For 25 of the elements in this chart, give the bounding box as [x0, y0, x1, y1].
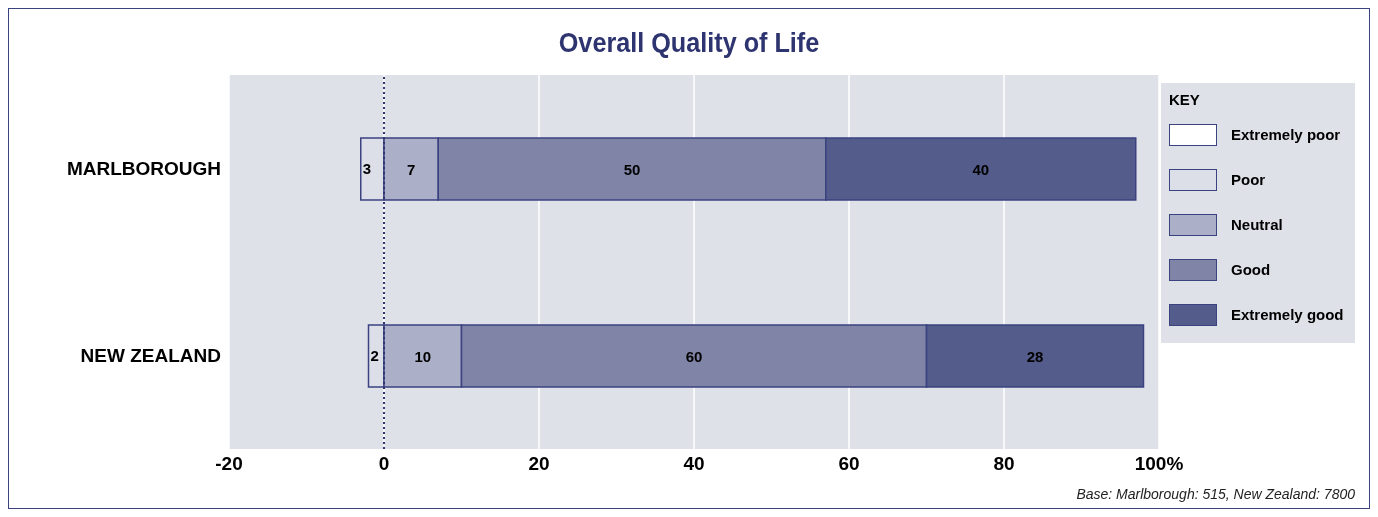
data-label: 60 — [685, 347, 703, 365]
data-label: 10 — [414, 347, 432, 365]
x-tick-label: -20 — [215, 453, 243, 475]
x-tick-label: 20 — [528, 453, 550, 475]
x-tick-label: 80 — [993, 453, 1015, 475]
annotation: 2 — [370, 346, 379, 364]
chart-title: Overall Quality of Life — [557, 27, 821, 59]
y-tick-label: NEW ZEALAND — [80, 345, 221, 367]
data-label: 50 — [623, 160, 641, 178]
x-tick-label: 100% — [1134, 453, 1184, 475]
y-tick-label: MARLBOROUGH — [66, 158, 221, 180]
legend-label: Neutral — [1231, 216, 1283, 233]
legend-label: Extremely good — [1231, 306, 1344, 323]
legend-label: Good — [1231, 261, 1271, 278]
data-label: 7 — [406, 160, 416, 178]
data-label: 28 — [1026, 347, 1044, 365]
data-label: 40 — [972, 160, 990, 178]
legend-label: Extremely poor — [1231, 126, 1341, 143]
x-tick-label: 0 — [378, 453, 390, 475]
annotation: 3 — [362, 159, 372, 177]
legend-label: Poor — [1231, 171, 1266, 188]
text: Base: Marlborough: 515, New Zealand: 7800 — [1076, 486, 1355, 502]
x-tick-label: 40 — [683, 453, 705, 475]
x-tick-label: 60 — [838, 453, 860, 475]
legend-title: KEY — [1169, 91, 1201, 108]
